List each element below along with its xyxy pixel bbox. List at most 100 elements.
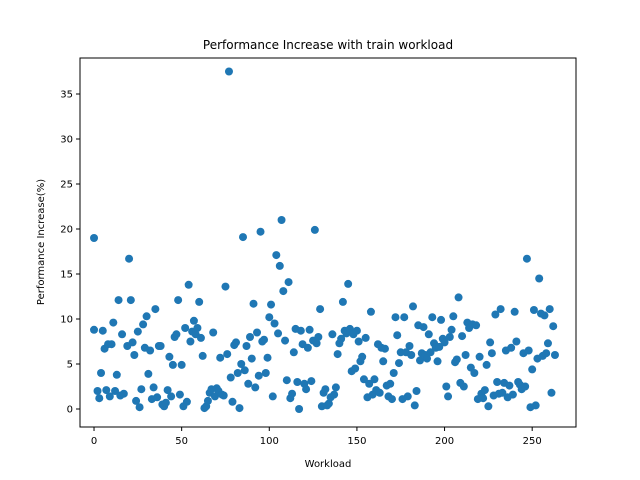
data-point-9: [105, 392, 114, 401]
data-point-201: [444, 392, 453, 401]
data-point-60: [196, 333, 205, 342]
y-axis-label: Performance Increase(%): [36, 179, 47, 305]
data-point-168: [386, 379, 395, 388]
data-point-73: [219, 391, 228, 400]
data-point-88: [246, 333, 255, 341]
data-point-44: [168, 360, 177, 369]
data-point-192: [428, 313, 437, 322]
data-point-59: [195, 297, 204, 306]
data-point-262: [550, 351, 559, 359]
data-point-43: [167, 392, 176, 401]
chart-title: Performance Increase with train workload: [203, 38, 453, 52]
data-point-27: [139, 320, 148, 329]
data-point-103: [272, 251, 281, 260]
data-point-115: [293, 378, 302, 386]
data-point-180: [407, 351, 416, 359]
data-point-133: [324, 399, 333, 408]
x-tick-label: 200: [435, 436, 454, 447]
data-point-101: [268, 392, 277, 401]
data-point-54: [186, 337, 195, 346]
data-point-91: [251, 383, 260, 392]
data-point-185: [416, 356, 425, 365]
data-point-78: [228, 397, 237, 406]
data-point-1: [90, 234, 99, 242]
data-point-110: [284, 278, 293, 287]
y-tick-label: 30: [60, 135, 73, 146]
data-point-256: [540, 311, 549, 320]
data-point-187: [419, 323, 428, 332]
data-point-102: [270, 319, 279, 328]
data-point-30: [144, 369, 153, 378]
data-point-250: [529, 306, 538, 314]
data-point-96: [260, 335, 269, 344]
data-point-23: [132, 396, 141, 405]
data-point-171: [391, 313, 400, 322]
data-point-14: [114, 296, 123, 305]
data-point-231: [496, 305, 505, 314]
data-point-189: [423, 354, 432, 363]
data-point-100: [267, 300, 276, 309]
data-point-94: [256, 227, 265, 236]
data-point-156: [365, 379, 374, 388]
data-point-33: [149, 383, 158, 392]
data-point-228: [491, 310, 500, 319]
x-axis-label: Workload: [305, 459, 352, 470]
data-point-165: [380, 344, 389, 353]
data-point-93: [254, 371, 263, 380]
data-point-99: [265, 313, 274, 322]
data-point-86: [242, 342, 251, 350]
data-point-138: [333, 350, 342, 359]
data-point-202: [445, 333, 454, 341]
data-point-257: [542, 349, 551, 358]
data-point-85: [240, 366, 249, 375]
data-point-162: [375, 388, 384, 397]
data-point-7: [102, 386, 111, 395]
data-point-152: [358, 352, 367, 361]
data-point-141: [338, 297, 347, 306]
data-point-238: [508, 390, 517, 399]
data-point-148: [351, 364, 360, 373]
data-point-107: [279, 287, 288, 296]
y-tick-label: 15: [60, 270, 73, 281]
y-axis-ticks: 0 5 10 15 20 25 30 35: [60, 90, 80, 416]
x-tick-label: 250: [523, 436, 542, 447]
data-point-178: [403, 392, 412, 401]
data-point-157: [366, 307, 375, 316]
data-point-173: [394, 359, 403, 368]
data-point-22: [130, 351, 139, 359]
data-point-131: [321, 385, 330, 394]
data-point-181: [409, 302, 417, 311]
data-point-172: [393, 331, 402, 340]
x-tick-label: 0: [91, 436, 97, 447]
data-point-10: [107, 340, 116, 349]
data-point-126: [312, 339, 321, 348]
data-point-229: [493, 378, 502, 386]
data-point-2: [93, 387, 102, 395]
data-point-5: [98, 326, 107, 335]
data-point-170: [389, 369, 398, 377]
data-point-251: [531, 401, 540, 410]
x-tick-label: 100: [260, 436, 279, 447]
data-point-84: [239, 233, 247, 242]
data-point-122: [305, 325, 314, 334]
data-point-154: [361, 333, 370, 342]
data-point-246: [522, 254, 531, 263]
data-point-176: [400, 313, 409, 322]
data-point-19: [125, 254, 134, 263]
data-point-49: [177, 360, 186, 369]
data-point-153: [359, 375, 368, 384]
data-point-77: [226, 373, 235, 382]
data-point-183: [412, 387, 421, 395]
data-point-25: [135, 403, 144, 412]
data-point-190: [424, 330, 433, 339]
data-point-240: [512, 337, 521, 346]
data-point-217: [472, 321, 481, 330]
data-point-209: [458, 332, 467, 341]
x-tick-label: 50: [175, 436, 188, 447]
data-point-35: [153, 393, 162, 402]
data-point-259: [545, 305, 554, 314]
data-point-104: [274, 329, 283, 338]
data-point-226: [487, 349, 496, 358]
data-point-34: [151, 305, 160, 314]
